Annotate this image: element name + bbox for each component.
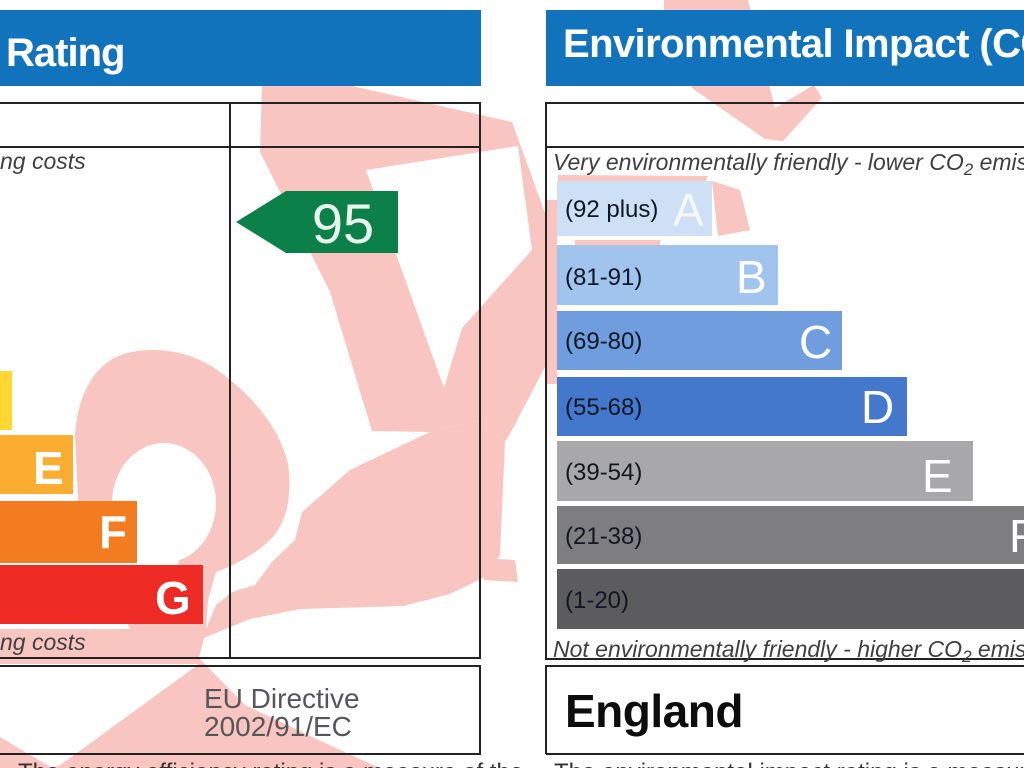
- svg-text:95: 95: [312, 192, 374, 254]
